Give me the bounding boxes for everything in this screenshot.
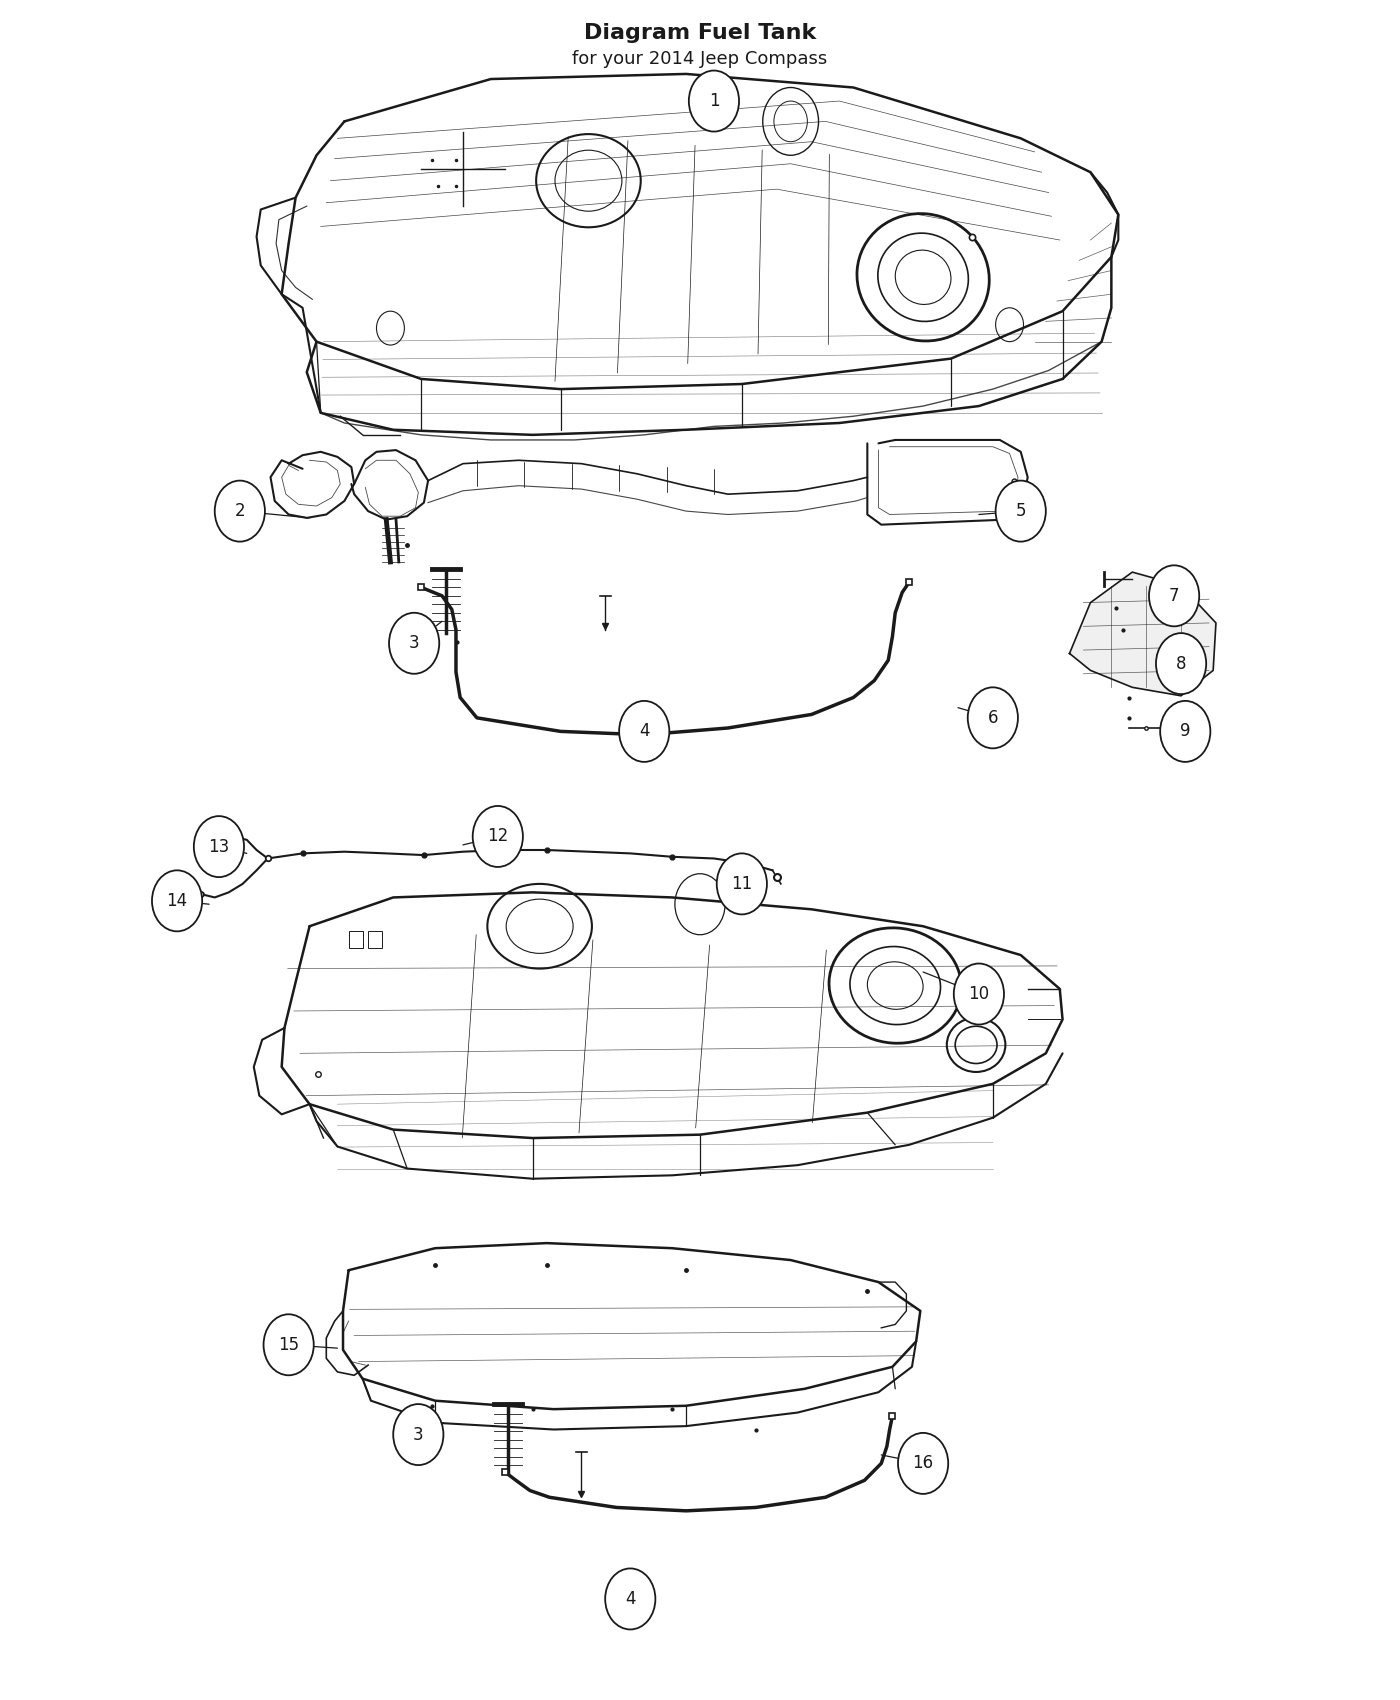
Circle shape xyxy=(1149,566,1200,626)
Circle shape xyxy=(717,853,767,915)
Circle shape xyxy=(1156,632,1207,694)
Text: 10: 10 xyxy=(969,984,990,1003)
Text: 6: 6 xyxy=(987,709,998,728)
Circle shape xyxy=(263,1314,314,1375)
Text: 5: 5 xyxy=(1015,502,1026,520)
Text: 2: 2 xyxy=(235,502,245,520)
Circle shape xyxy=(967,687,1018,748)
Bar xyxy=(368,932,382,949)
Circle shape xyxy=(689,71,739,131)
Text: 15: 15 xyxy=(279,1336,300,1353)
Circle shape xyxy=(1161,700,1211,762)
Circle shape xyxy=(153,870,202,932)
Text: Diagram Fuel Tank: Diagram Fuel Tank xyxy=(584,24,816,42)
Circle shape xyxy=(389,612,440,673)
Circle shape xyxy=(619,700,669,762)
Text: 7: 7 xyxy=(1169,586,1179,605)
Text: 4: 4 xyxy=(638,722,650,741)
Circle shape xyxy=(897,1433,948,1494)
Text: 9: 9 xyxy=(1180,722,1190,741)
Circle shape xyxy=(953,964,1004,1025)
Text: 3: 3 xyxy=(413,1426,424,1443)
Polygon shape xyxy=(1070,573,1217,695)
Bar xyxy=(349,932,363,949)
Text: 4: 4 xyxy=(624,1590,636,1608)
Text: for your 2014 Jeep Compass: for your 2014 Jeep Compass xyxy=(573,51,827,68)
Circle shape xyxy=(193,816,244,877)
Text: 16: 16 xyxy=(913,1455,934,1472)
Circle shape xyxy=(473,806,524,867)
Text: 13: 13 xyxy=(209,838,230,855)
Text: 1: 1 xyxy=(708,92,720,110)
Text: 14: 14 xyxy=(167,892,188,910)
Circle shape xyxy=(214,481,265,542)
Text: 12: 12 xyxy=(487,828,508,845)
Text: 8: 8 xyxy=(1176,654,1186,673)
Circle shape xyxy=(393,1404,444,1465)
Circle shape xyxy=(995,481,1046,542)
Text: 3: 3 xyxy=(409,634,420,653)
Circle shape xyxy=(605,1569,655,1629)
Text: 11: 11 xyxy=(731,876,752,892)
